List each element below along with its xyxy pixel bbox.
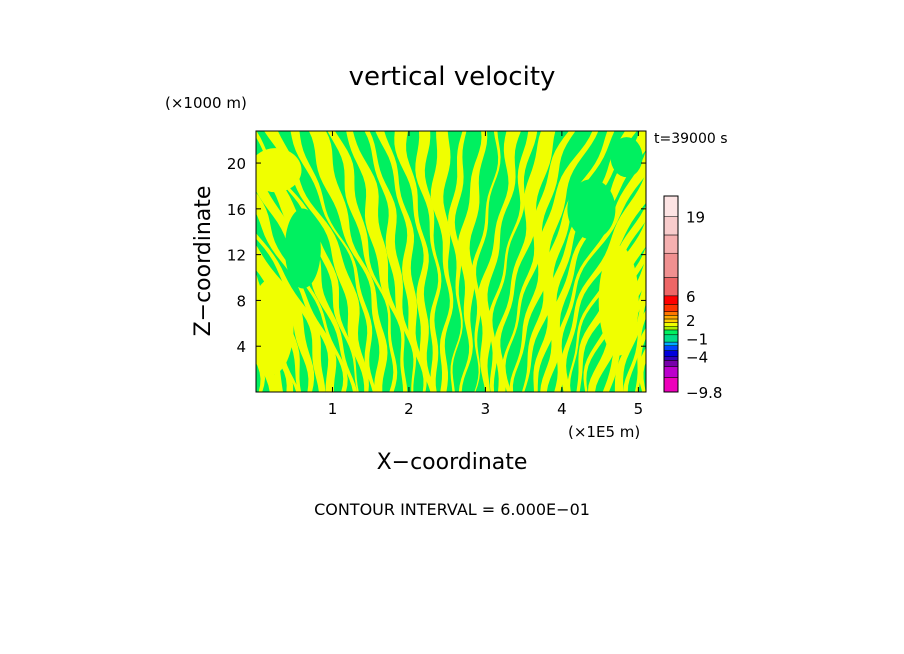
velocity-band — [638, 347, 646, 392]
colorbar-segment — [663, 234, 679, 254]
velocity-band — [256, 192, 337, 392]
velocity-band — [364, 131, 417, 392]
y-axis-title: Z−coordinate — [191, 186, 216, 337]
colorbar-segment — [663, 311, 679, 316]
colorbar-segment — [663, 345, 679, 351]
velocity-band — [394, 131, 436, 392]
colorbar-segment — [663, 366, 679, 378]
y-tick-label: 8 — [236, 292, 246, 310]
velocity-band — [256, 157, 358, 392]
x-axis: 1 2 3 4 5 — [328, 131, 643, 418]
velocity-lobe — [598, 245, 639, 356]
colorbar-tick-label: 6 — [686, 288, 696, 306]
x-tick-label: 4 — [557, 400, 567, 418]
x-tick-label: 2 — [404, 400, 414, 418]
colorbar-segment — [663, 216, 679, 236]
x-tick-label: 3 — [481, 400, 491, 418]
colorbar-segment — [663, 304, 679, 312]
velocity-lobe — [610, 137, 643, 178]
colorbar-tick-label: −1 — [686, 330, 708, 348]
x-tick-label: 1 — [328, 400, 338, 418]
velocity-band — [494, 131, 556, 392]
colorbar-segment — [663, 195, 679, 217]
colorbar-segment — [663, 326, 679, 331]
colorbar — [663, 195, 679, 393]
colorbar-segment — [663, 277, 679, 297]
contour-field — [256, 131, 646, 392]
colorbar-tick-label: 2 — [686, 312, 696, 330]
colorbar-labels: 19 6 2−1−4 −9.8 — [686, 209, 722, 402]
y-axis: 4 8 12 16 20 — [227, 155, 646, 356]
colorbar-segment — [663, 252, 679, 278]
velocity-lobe — [567, 179, 616, 240]
velocity-lobe — [256, 278, 294, 375]
velocity-band — [256, 300, 294, 392]
plot-frame — [255, 130, 647, 393]
velocity-band — [415, 131, 442, 392]
time-label: t=39000 s — [654, 131, 728, 147]
velocity-band — [560, 172, 646, 392]
velocity-band — [567, 205, 646, 392]
velocity-lobe — [256, 148, 302, 193]
colorbar-segment — [663, 341, 679, 346]
colorbar-segment — [663, 377, 679, 393]
colorbar-segment — [663, 329, 679, 336]
y-tick-label: 4 — [236, 338, 246, 356]
colorbar-frame — [663, 195, 679, 393]
x-axis-title: X−coordinate — [377, 450, 528, 475]
velocity-band — [375, 131, 427, 392]
velocity-lobe — [284, 208, 321, 289]
velocity-band — [623, 309, 646, 392]
velocity-band — [457, 131, 488, 392]
x-unit-label: (×1E5 m) — [568, 423, 640, 441]
y-tick-label: 20 — [227, 155, 246, 173]
velocity-band — [488, 131, 538, 392]
chart-title: vertical velocity — [349, 62, 556, 92]
colorbar-segment — [663, 350, 679, 357]
velocity-band — [308, 131, 388, 392]
y-unit-label: (×1000 m) — [165, 94, 247, 112]
y-tick-label: 12 — [227, 247, 246, 265]
colorbar-segment — [663, 315, 679, 320]
colorbar-segment — [663, 322, 679, 327]
contour-interval-note: CONTOUR INTERVAL = 6.000E−01 — [314, 500, 590, 519]
velocity-band — [256, 327, 283, 392]
colorbar-tick-label: −9.8 — [686, 384, 722, 402]
velocity-band — [448, 131, 467, 392]
velocity-band — [256, 244, 315, 392]
colorbar-segment — [663, 356, 679, 361]
velocity-band — [290, 131, 376, 392]
colorbar-tick-label: 19 — [686, 209, 705, 227]
velocity-band — [256, 233, 326, 392]
x-tick-label: 5 — [634, 400, 644, 418]
colorbar-tick-label: −4 — [686, 349, 708, 367]
colorbar-segment — [663, 295, 679, 305]
y-tick-label: 16 — [227, 201, 246, 219]
velocity-band — [346, 131, 408, 392]
velocity-band — [256, 256, 302, 392]
colorbar-segment — [663, 360, 679, 367]
colorbar-segment — [663, 334, 679, 343]
velocity-band — [430, 131, 454, 392]
colorbar-segment — [663, 318, 679, 323]
